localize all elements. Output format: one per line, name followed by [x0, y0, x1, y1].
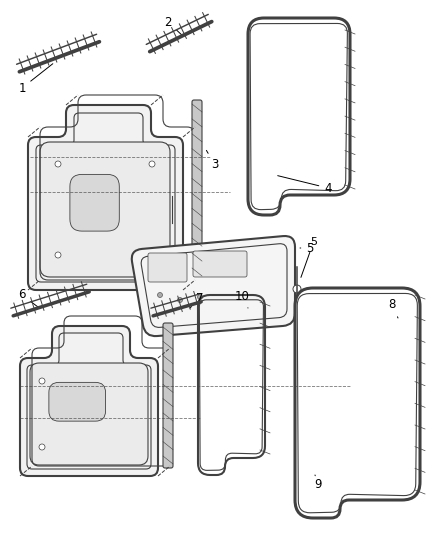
PathPatch shape: [132, 236, 295, 336]
Text: 10: 10: [235, 289, 249, 308]
Circle shape: [149, 252, 155, 258]
Text: 7: 7: [190, 292, 204, 308]
Circle shape: [55, 252, 61, 258]
PathPatch shape: [20, 326, 158, 476]
Circle shape: [39, 444, 45, 450]
PathPatch shape: [192, 100, 202, 280]
Text: 8: 8: [389, 298, 398, 318]
PathPatch shape: [40, 142, 170, 277]
Circle shape: [158, 293, 162, 297]
FancyBboxPatch shape: [193, 251, 247, 277]
PathPatch shape: [70, 174, 119, 231]
FancyBboxPatch shape: [148, 253, 187, 282]
Circle shape: [177, 297, 183, 303]
Text: 2: 2: [164, 15, 183, 36]
PathPatch shape: [163, 323, 173, 468]
PathPatch shape: [49, 382, 106, 421]
Circle shape: [293, 285, 301, 293]
Text: 6: 6: [18, 288, 40, 308]
Circle shape: [198, 295, 202, 300]
Text: 3: 3: [206, 150, 219, 172]
Text: 5: 5: [301, 237, 317, 277]
Circle shape: [149, 161, 155, 167]
Text: 4: 4: [278, 176, 332, 195]
PathPatch shape: [28, 105, 183, 290]
Text: 5: 5: [300, 241, 314, 254]
Circle shape: [55, 161, 61, 167]
Text: 9: 9: [314, 475, 322, 491]
Text: 1: 1: [18, 64, 53, 94]
PathPatch shape: [30, 363, 148, 465]
Circle shape: [39, 378, 45, 384]
